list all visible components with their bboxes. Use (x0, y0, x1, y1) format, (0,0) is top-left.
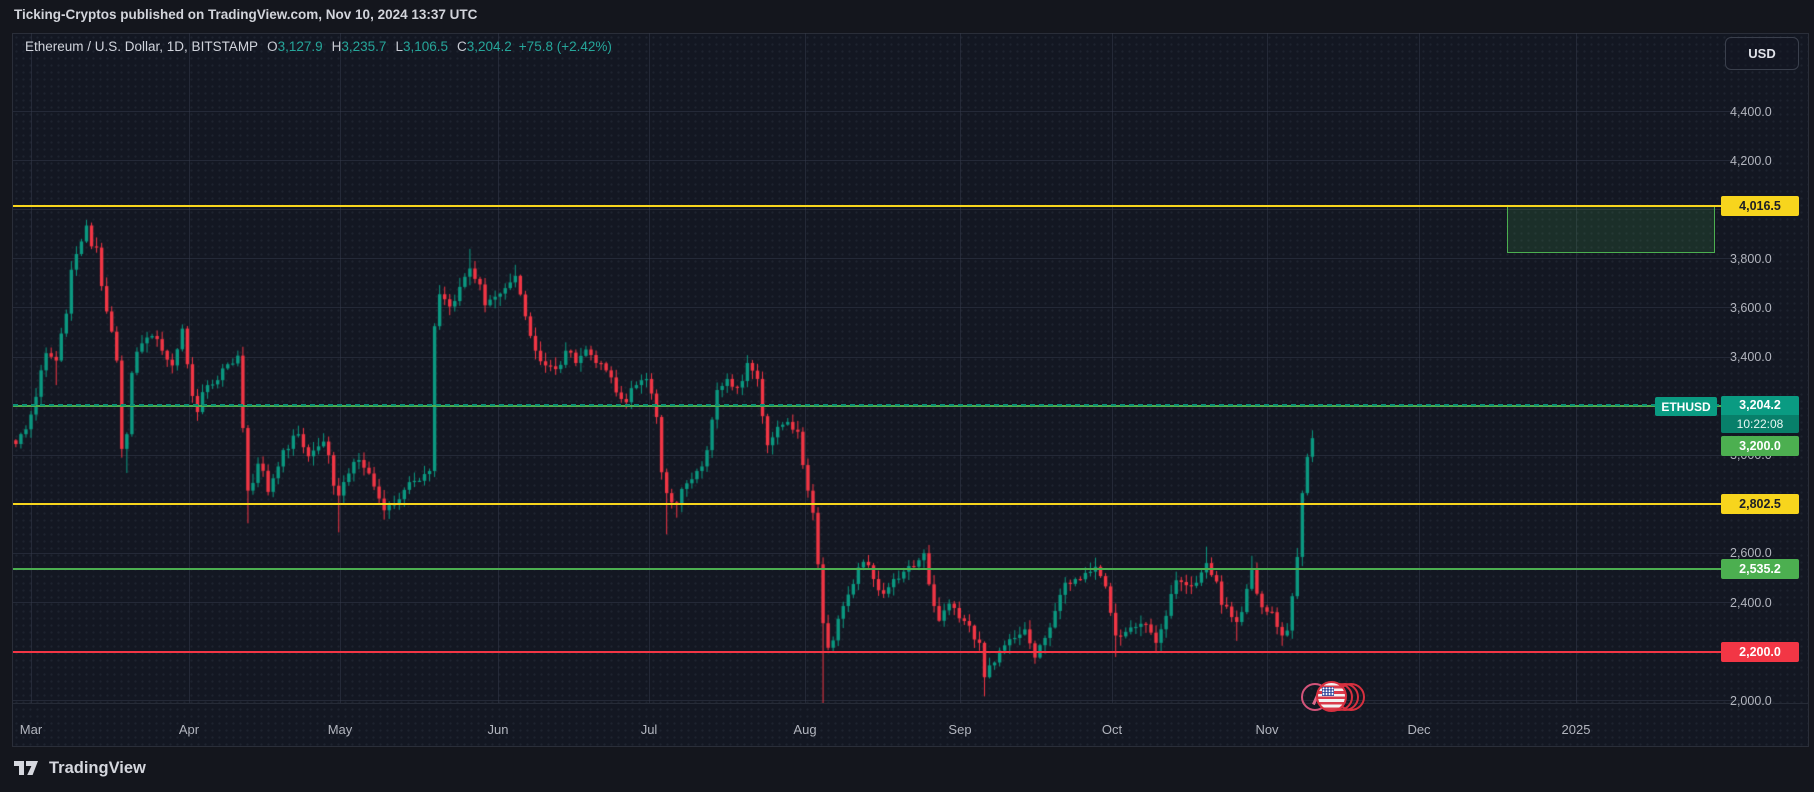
symbol-legend: Ethereum / U.S. Dollar, 1D, BITSTAMP O3,1… (25, 39, 612, 54)
time-axis-separator (13, 703, 1808, 704)
tradingview-logo-icon (14, 760, 38, 775)
time-axis-label: Dec (1407, 722, 1431, 737)
price-axis-tick: 4,200.0 (1730, 153, 1772, 168)
publisher-watermark (1301, 681, 1365, 713)
time-axis-label: Apr (178, 722, 200, 737)
price-level-tag: 2,535.2 (1721, 559, 1799, 580)
ohlc-close: C3,204.2 (457, 39, 512, 54)
time-axis-label: Aug (793, 722, 817, 737)
change-value: +75.8 (+2.42%) (518, 39, 612, 54)
time-axis-label: Oct (1101, 722, 1123, 737)
price-level-tag: 4,016.5 (1721, 195, 1799, 216)
time-axis-label: Nov (1255, 722, 1279, 737)
price-level-line-support-2535[interactable] (13, 568, 1722, 571)
candlestick-chart-canvas[interactable] (13, 33, 1740, 703)
price-axis-tick: 3,400.0 (1730, 350, 1772, 364)
price-axis-tick: 3,600.0 (1730, 300, 1772, 315)
symbol-price-axis-tag: ETHUSD (1655, 397, 1717, 416)
price-level-tag: 2,802.5 (1721, 493, 1799, 514)
price-axis-tick: 2,000.0 (1730, 693, 1772, 708)
price-level-tag: 2,200.0 (1721, 641, 1799, 662)
ohlc-open: O3,127.9 (267, 39, 323, 54)
time-axis-label: Sep (948, 722, 972, 737)
ohlc-high: H3,235.7 (331, 39, 387, 54)
publisher-bar: Ticking-Cryptos published on TradingView… (0, 0, 1814, 30)
price-level-line-support-2200[interactable] (13, 650, 1722, 653)
currency-toggle-button[interactable]: USD (1725, 37, 1799, 70)
publisher-attribution: Ticking-Cryptos published on TradingView… (14, 7, 478, 22)
time-axis-label: 2025 (1561, 722, 1591, 737)
price-axis-tick: 4,400.0 (1730, 104, 1772, 119)
flag-canton (1322, 687, 1334, 696)
time-axis-label: Mar (19, 722, 43, 737)
time-axis-label: Jun (487, 722, 509, 737)
price-level-line-current-price-3204[interactable] (13, 404, 1722, 407)
price-axis-tick: 2,400.0 (1730, 595, 1772, 610)
ohlc-low: L3,106.5 (395, 39, 448, 54)
time-axis-label: Jul (640, 722, 658, 737)
last-price-value: 3,204.2 (1739, 398, 1781, 412)
price-level-line-support-3200[interactable] (13, 405, 1722, 408)
price-level-line-mid-2802[interactable] (13, 502, 1722, 505)
price-level-line-resistance-4016[interactable] (13, 204, 1722, 207)
time-axis-label: May (327, 722, 353, 737)
price-level-tag: 3,200.0 (1721, 436, 1799, 456)
price-axis-tick: 2,600.0 (1730, 546, 1772, 561)
bar-countdown-timer: 10:22:08 (1721, 415, 1799, 433)
footer-branding[interactable]: TradingView (14, 754, 146, 782)
tradingview-brand-text: TradingView (49, 758, 146, 777)
last-price-tag: 3,204.2 10:22:08 (1721, 396, 1799, 433)
price-axis-tick: 3,800.0 (1730, 251, 1772, 266)
symbol-title[interactable]: Ethereum / U.S. Dollar, 1D, BITSTAMP (25, 39, 259, 54)
usa-flag-coin-icon (1316, 681, 1347, 712)
